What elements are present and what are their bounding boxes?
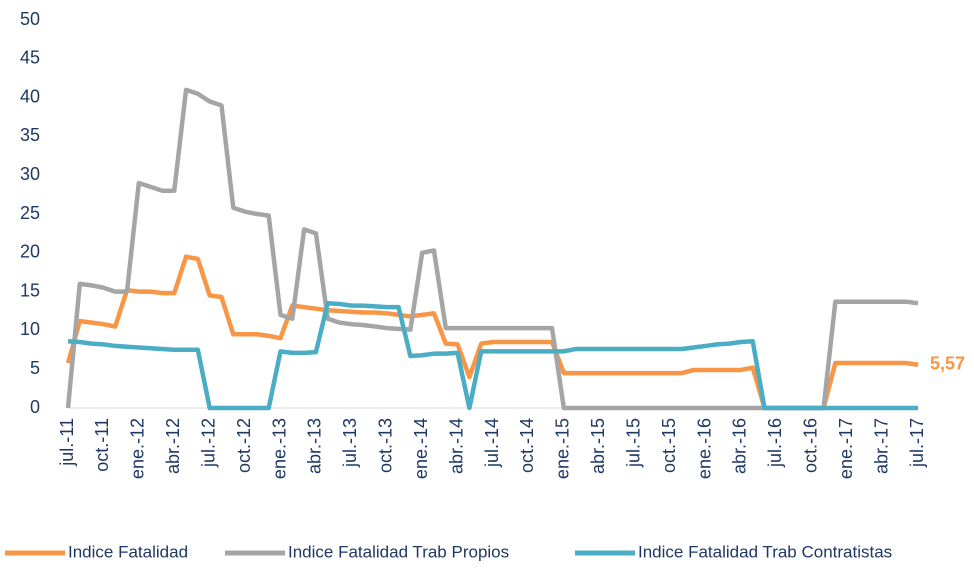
- x-tick-label: ene.-17: [836, 418, 856, 479]
- y-tick-label: 15: [20, 280, 40, 300]
- data-label: 5,57: [930, 354, 965, 374]
- x-tick-label: abr.-12: [163, 418, 183, 474]
- x-tick-label: ene.-13: [269, 418, 289, 479]
- y-tick-label: 50: [20, 9, 40, 29]
- y-tick-label: 40: [20, 86, 40, 106]
- x-tick-label: ene.-16: [694, 418, 714, 479]
- x-tick-label: ene.-12: [128, 418, 148, 479]
- series-line: [67, 300, 918, 411]
- y-tick-label: 30: [20, 164, 40, 184]
- y-tick-label: 25: [20, 203, 40, 223]
- legend-label: Indice Fatalidad Trab Contratistas: [638, 542, 892, 561]
- x-tick-label: oct.-14: [517, 418, 537, 473]
- x-tick-label: jul.-15: [623, 418, 643, 468]
- y-tick-label: 35: [20, 125, 40, 145]
- series-line: [65, 254, 919, 411]
- x-tick-label: oct.-16: [801, 418, 821, 473]
- y-tick-label: 45: [20, 48, 40, 68]
- series-line: [65, 87, 919, 411]
- x-tick-label: oct.-13: [376, 418, 396, 473]
- x-tick-label: abr.-13: [305, 418, 325, 474]
- y-tick-label: 20: [20, 242, 40, 262]
- y-tick-label: 10: [20, 319, 40, 339]
- x-tick-label: jul.-17: [907, 418, 927, 468]
- x-tick-label: jul.-12: [198, 418, 218, 468]
- y-tick-label: 0: [30, 397, 40, 417]
- x-tick-label: oct.-11: [92, 418, 112, 472]
- legend-label: Indice Fatalidad: [68, 542, 188, 561]
- x-tick-label: abr.-17: [871, 418, 891, 474]
- x-tick-label: ene.-15: [553, 418, 573, 479]
- x-tick-label: jul.-11: [57, 418, 77, 467]
- x-tick-label: abr.-16: [730, 418, 750, 474]
- x-tick-label: oct.-12: [234, 418, 254, 473]
- x-tick-label: jul.-14: [482, 418, 502, 468]
- x-tick-label: abr.-14: [446, 418, 466, 474]
- x-tick-label: jul.-13: [340, 418, 360, 468]
- x-tick-label: jul.-16: [765, 418, 785, 468]
- x-tick-label: abr.-15: [588, 418, 608, 474]
- legend-label: Indice Fatalidad Trab Propios: [288, 542, 509, 561]
- x-tick-label: ene.-14: [411, 418, 431, 479]
- x-tick-label: oct.-15: [659, 418, 679, 473]
- y-tick-label: 5: [30, 358, 40, 378]
